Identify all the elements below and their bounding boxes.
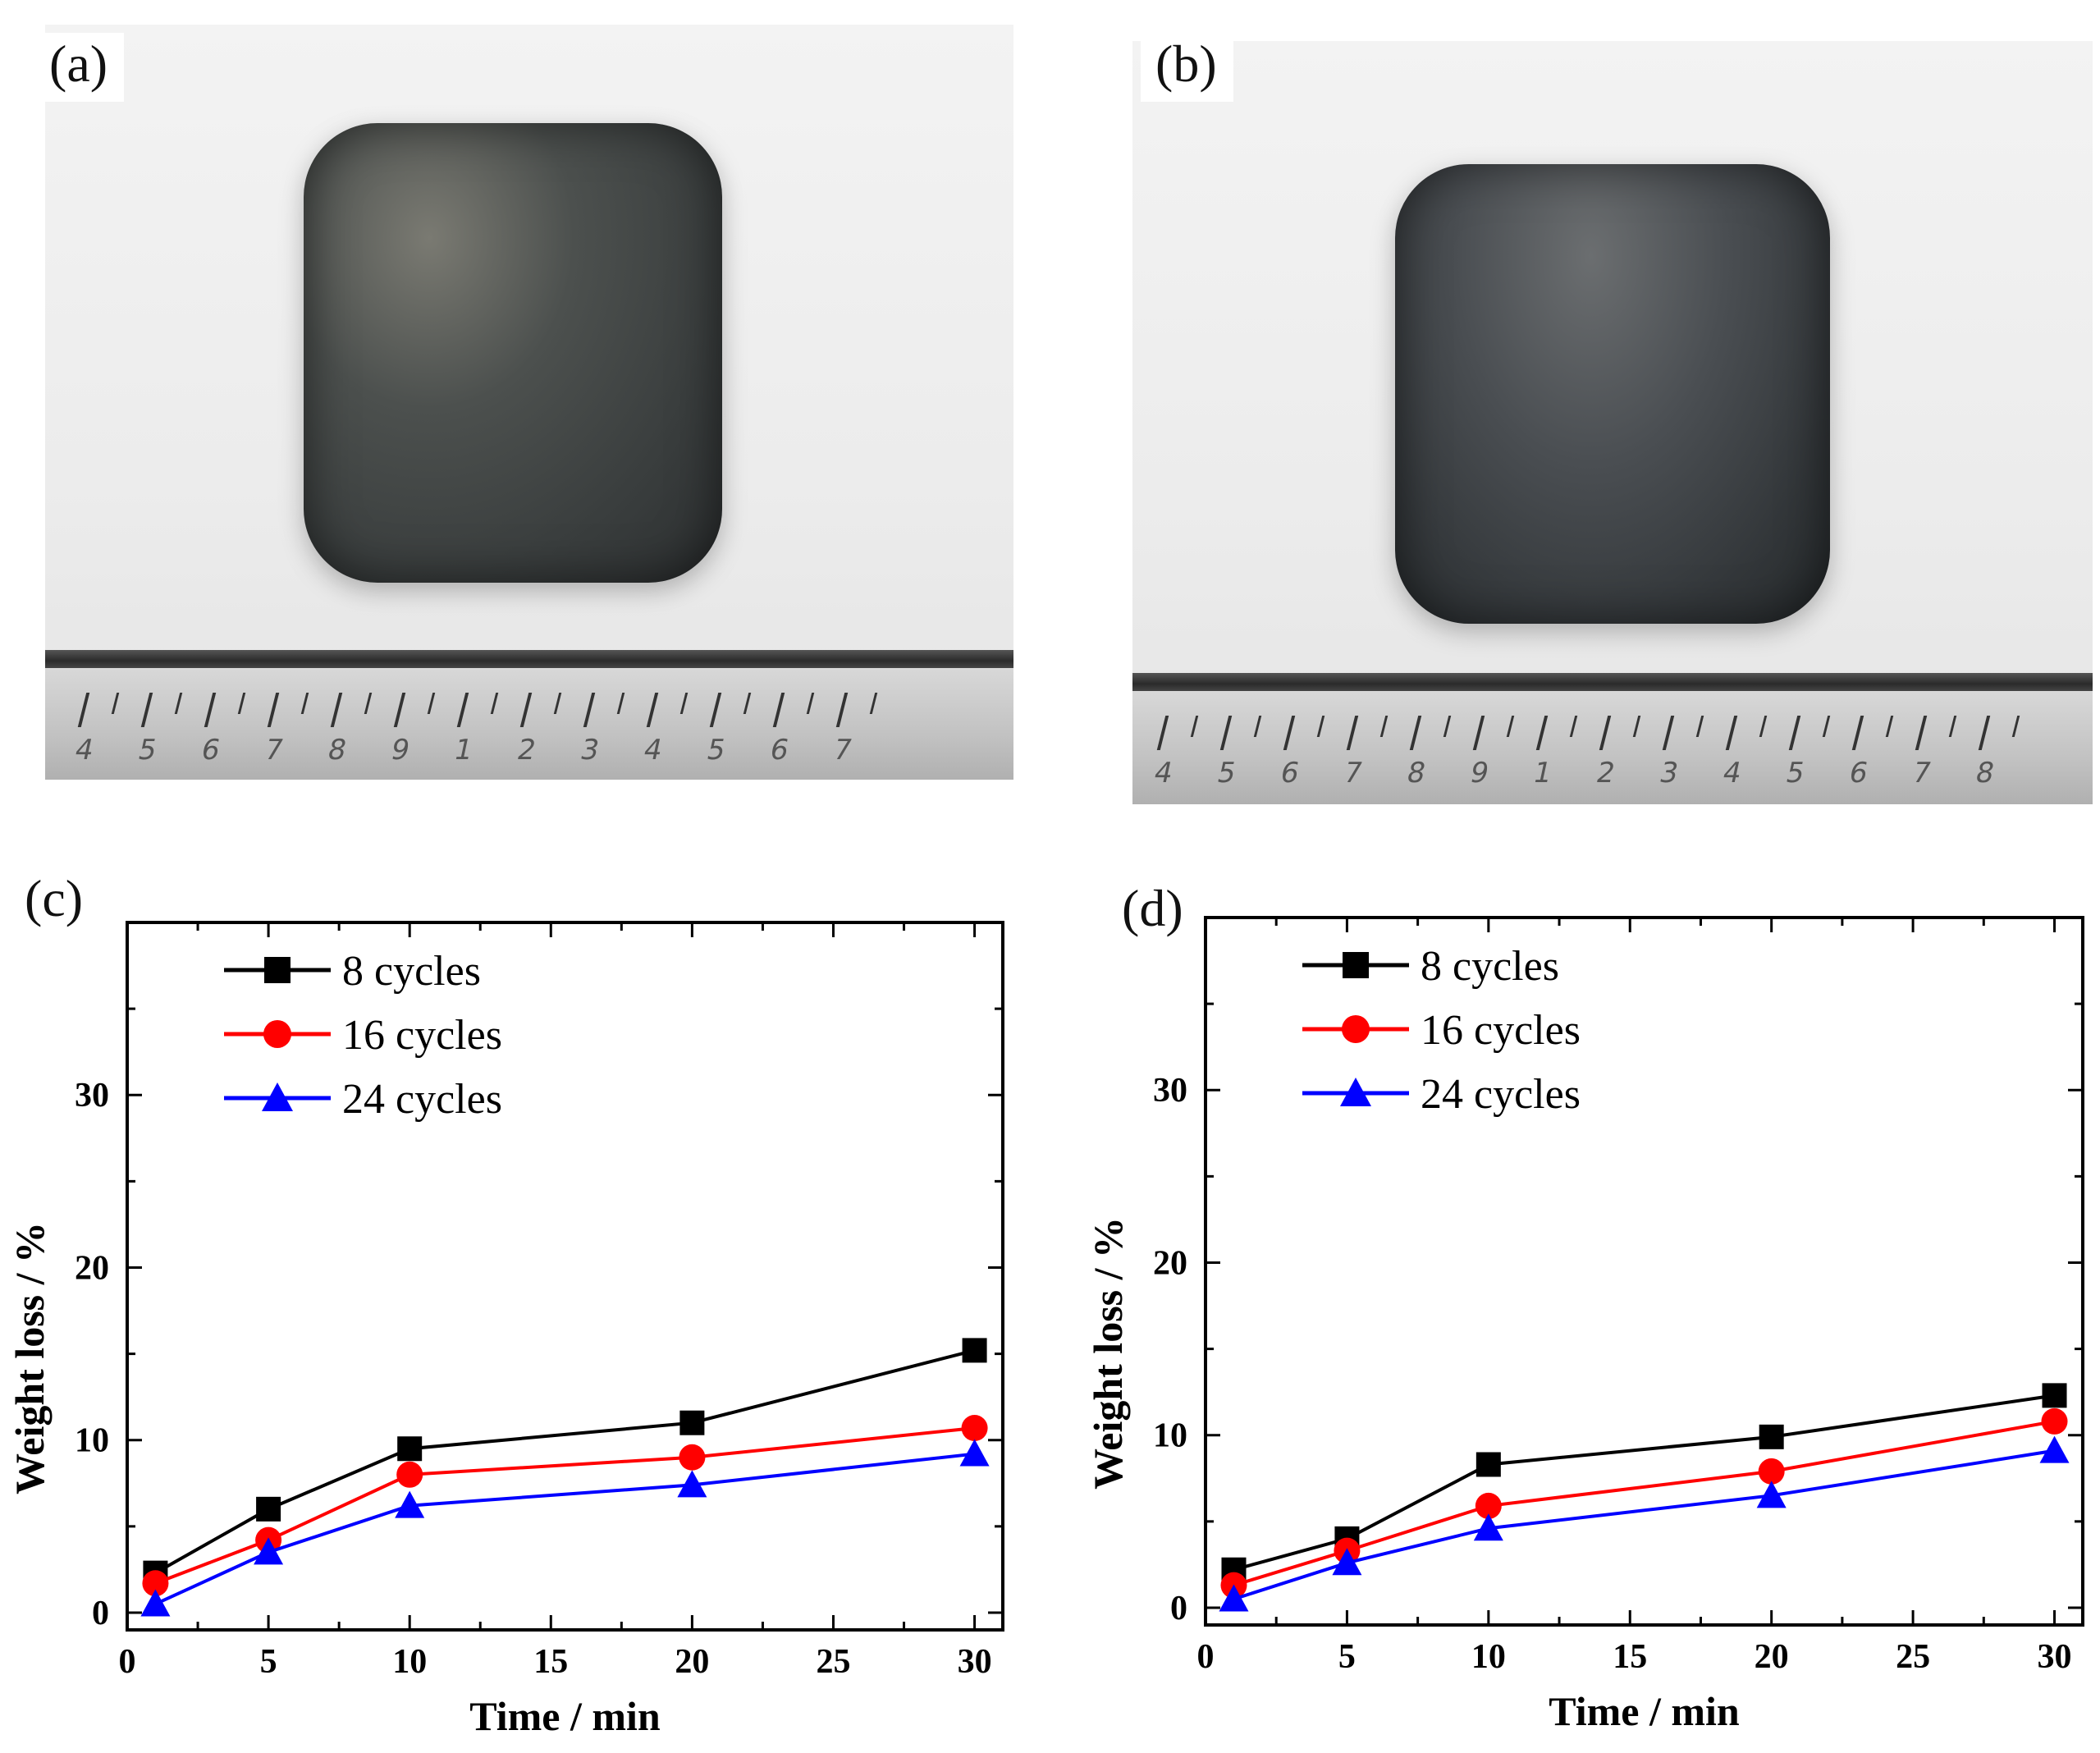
legend-label: 16 cycles [342,1012,502,1059]
x-tick-label: 5 [260,1643,277,1681]
panel-label: (c) [25,869,83,927]
y-axis-label: Weight loss / % [7,1222,53,1494]
legend-marker [1342,1015,1370,1043]
data-point [256,1496,281,1522]
y-tick-label: 10 [1153,1417,1187,1455]
y-tick-label: 0 [92,1595,109,1632]
ruler-b [1132,691,2093,804]
data-point [1758,1458,1785,1485]
data-point [679,1444,706,1471]
ruler-edge-a [45,650,1013,668]
data-point [1473,1513,1503,1541]
data-point [1332,1548,1362,1576]
legend-marker [264,957,291,983]
data-point [2039,1435,2070,1463]
y-tick-label: 10 [75,1422,109,1460]
legend-label: 24 cycles [342,1076,502,1123]
y-tick-label: 30 [1153,1072,1187,1110]
data-point [961,1415,988,1442]
x-tick-label: 0 [1197,1638,1215,1676]
series-line [154,1452,975,1606]
y-tick-label: 0 [1170,1590,1187,1627]
legend-marker [263,1020,291,1048]
data-point [2041,1407,2068,1435]
data-point [1219,1584,1249,1612]
x-tick-label: 25 [1896,1638,1930,1676]
plot-frame [126,921,1004,1632]
legend-label: 8 cycles [1421,943,1559,990]
y-axis-label: Weight loss / % [1085,1217,1131,1490]
x-tick-label: 10 [1471,1638,1506,1676]
legend-marker [1340,1078,1371,1106]
data-point [2042,1383,2067,1408]
data-point [397,1436,423,1462]
y-tick-label: 30 [75,1077,109,1115]
chart-d: (d) 0 5 10 15 20 25 30 0 10 20 30 Time / min Weight l… [1085,879,2084,1734]
legend-label: 8 cycles [342,948,481,995]
x-tick-label: 10 [392,1643,427,1681]
x-tick-label: 20 [675,1643,709,1681]
x-tick-label: 20 [1755,1638,1789,1676]
data-point [677,1470,707,1498]
legend-marker [262,1082,293,1111]
plot-frame [1204,916,2084,1627]
x-tick-label: 30 [958,1643,992,1681]
series-line [1233,1449,2055,1601]
sample-cube-b [1395,164,1830,624]
x-tick-label: 0 [119,1643,136,1681]
data-point [1475,1452,1501,1477]
x-tick-label: 15 [1613,1638,1647,1676]
data-point [679,1410,705,1435]
data-point [1756,1481,1787,1508]
panel-label: (d) [1122,879,1183,937]
y-tick-label: 20 [1153,1244,1187,1282]
x-axis-label: Time / min [469,1693,661,1739]
data-point [1475,1492,1502,1519]
data-point [1759,1424,1784,1449]
panel-label-b: (b) [1141,33,1233,102]
x-tick-label: 30 [2038,1638,2072,1676]
y-tick-label: 20 [75,1249,109,1287]
data-point [254,1537,284,1565]
x-axis-label: Time / min [1549,1688,1740,1734]
data-point [959,1439,990,1467]
data-point [396,1461,423,1488]
data-point [962,1338,987,1363]
legend-label: 24 cycles [1421,1071,1581,1118]
panel-label-a: (a) [34,33,125,102]
data-point [395,1490,425,1518]
x-tick-label: 25 [816,1643,850,1681]
legend-marker [1343,952,1369,978]
x-tick-label: 15 [533,1643,568,1681]
legend-label: 16 cycles [1421,1007,1581,1054]
chart-c: (c) 0 5 10 15 20 25 30 0 10 20 30 Time / min Weight l… [7,869,1004,1739]
x-tick-label: 5 [1338,1638,1356,1676]
sample-cube-a [304,123,722,583]
data-point [142,1570,169,1597]
data-point [140,1589,171,1617]
ruler-edge-b [1132,673,2093,691]
